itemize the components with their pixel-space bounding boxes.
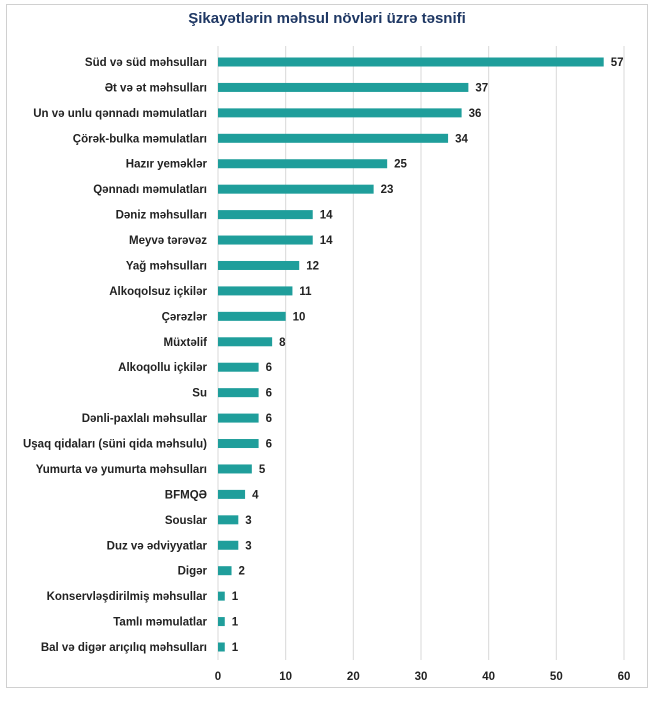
category-label: Su — [192, 388, 207, 400]
data-label: 5 — [259, 464, 266, 476]
category-label: Çərəzlər — [162, 311, 208, 323]
data-label: 10 — [293, 311, 306, 323]
x-tick-label: 50 — [550, 671, 563, 683]
category-label: Dəniz məhsulları — [116, 210, 207, 222]
category-label: BFMQƏ — [165, 489, 207, 501]
bar — [218, 260, 300, 270]
bar — [218, 566, 232, 576]
bar — [218, 286, 293, 296]
category-label: Konservləşdirilmiş məhsullar — [47, 591, 208, 603]
data-label: 2 — [239, 566, 245, 578]
x-tick-label: 0 — [215, 671, 221, 683]
x-tick-label: 20 — [347, 671, 360, 683]
category-label: Alkoqolsuz içkilər — [109, 286, 207, 298]
category-label: Yağ məhsulları — [126, 260, 207, 272]
category-label: Souslar — [165, 515, 208, 527]
category-label: Alkoqollu içkilər — [118, 362, 207, 374]
chart-frame — [6, 4, 648, 688]
data-label: 1 — [232, 642, 239, 654]
data-label: 11 — [299, 286, 312, 298]
data-label: 6 — [266, 439, 272, 451]
x-tick-label: 60 — [618, 671, 631, 683]
data-label: 3 — [245, 540, 251, 552]
bar — [218, 515, 239, 525]
x-tick-label: 40 — [482, 671, 495, 683]
bar — [218, 439, 259, 449]
data-label: 36 — [469, 108, 482, 120]
data-label: 4 — [252, 489, 259, 501]
data-label: 37 — [475, 82, 488, 94]
category-label: Bal və digər arıçılıq məhsulları — [41, 642, 207, 654]
category-label: Meyvə tərəvəz — [129, 235, 207, 247]
category-label: Duz və ədviyyatlar — [107, 540, 208, 552]
data-label: 6 — [266, 362, 272, 374]
bar — [218, 489, 246, 499]
category-label: Digər — [178, 566, 208, 578]
data-label: 14 — [320, 235, 333, 247]
data-label: 23 — [381, 184, 394, 196]
data-label: 12 — [306, 260, 319, 272]
data-label: 25 — [394, 159, 407, 171]
data-label: 14 — [320, 210, 333, 222]
bar — [218, 235, 313, 245]
category-label: Süd və süd məhsulları — [85, 57, 207, 69]
bar — [218, 540, 239, 550]
bar — [218, 362, 259, 372]
chart-title: Şikayətlərin məhsul növləri üzrə təsnifi — [188, 10, 466, 27]
bar — [218, 413, 259, 423]
bar — [218, 57, 604, 67]
data-label: 57 — [611, 57, 624, 69]
category-label: Qənnadı məmulatları — [93, 184, 207, 196]
bar — [218, 311, 286, 321]
data-label: 3 — [245, 515, 251, 527]
bar — [218, 388, 259, 398]
bar — [218, 108, 462, 118]
data-label: 1 — [232, 591, 239, 603]
data-label: 1 — [232, 617, 239, 629]
data-label: 34 — [455, 133, 468, 145]
category-label: Un və unlu qənnadı məmulatları — [33, 108, 207, 120]
bar — [218, 464, 252, 474]
x-tick-label: 10 — [279, 671, 292, 683]
category-label: Dənli-paxlalı məhsullar — [82, 413, 208, 425]
bar — [218, 133, 449, 143]
data-label: 6 — [266, 388, 272, 400]
bar — [218, 591, 225, 601]
data-label: 6 — [266, 413, 272, 425]
bar — [218, 642, 225, 652]
bar — [218, 184, 374, 194]
bar — [218, 159, 388, 169]
category-label: Tamlı məmulatlar — [113, 617, 207, 629]
bar — [218, 337, 273, 347]
x-tick-label: 30 — [415, 671, 428, 683]
bar — [218, 617, 225, 627]
category-label: Çörək-bulka məmulatları — [73, 133, 207, 145]
category-label: Uşaq qidaları (süni qida məhsulu) — [23, 439, 207, 451]
category-label: Yumurta və yumurta məhsulları — [36, 464, 207, 476]
category-label: Ət və ət məhsulları — [105, 82, 207, 94]
category-label: Müxtəlif — [164, 337, 208, 349]
data-label: 8 — [279, 337, 286, 349]
bar — [218, 210, 313, 220]
bar — [218, 82, 469, 92]
category-label: Hazır yeməklər — [126, 159, 208, 171]
